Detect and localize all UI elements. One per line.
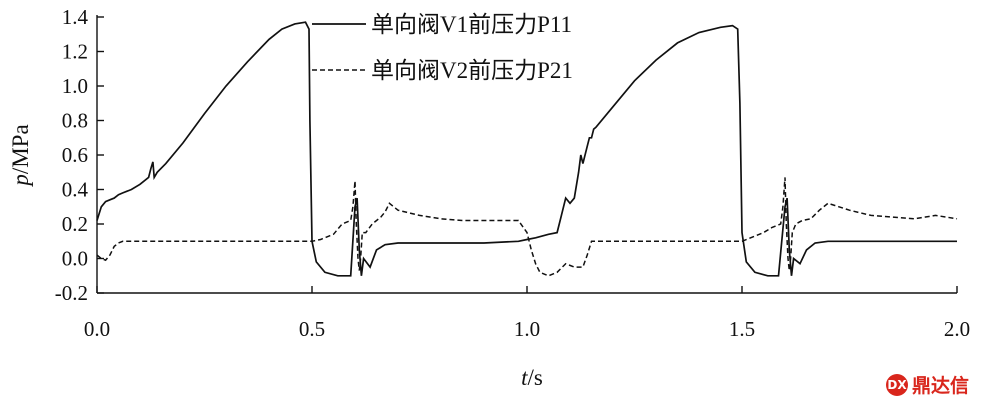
legend: 单向阀V1前压力P11 单向阀V2前压力P21: [312, 12, 573, 83]
x-ticks: 0.0 0.5 1.0 1.5 2.0: [84, 286, 970, 341]
x-axis-label-var: t: [521, 365, 528, 390]
y-axis-label-unit: /MPa: [8, 124, 33, 174]
x-axis-label-unit: /s: [528, 365, 543, 390]
y-tick-label: 1.2: [62, 40, 88, 64]
legend-label-p21: 单向阀V2前压力P21: [371, 58, 573, 83]
x-tick-label: 0.0: [84, 317, 110, 341]
x-tick-label: 1.5: [729, 317, 755, 341]
x-tick-label: 0.5: [299, 317, 325, 341]
y-axis-label-var: p: [8, 174, 33, 188]
y-axis-label: p/MPa: [8, 124, 33, 187]
watermark-text: 鼎达信: [911, 375, 969, 397]
watermark-logo-icon: DX: [885, 373, 908, 396]
y-ticks: -0.2 0.0 0.2 0.4 0.6 0.8 1.0 1.2 1.4: [55, 5, 104, 305]
y-tick-label: 1.4: [62, 5, 89, 29]
y-tick-label: 0.4: [62, 178, 89, 202]
y-tick-label: 1.0: [62, 74, 88, 98]
x-axis-label: t/s: [521, 365, 543, 390]
y-tick-label: 0.8: [62, 109, 88, 133]
series-line-p21: [96, 177, 958, 277]
x-tick-label: 1.0: [514, 317, 540, 341]
watermark: DX 鼎达信: [885, 371, 969, 398]
legend-label-p11: 单向阀V1前压力P11: [371, 12, 572, 37]
y-tick-label: 0.0: [62, 247, 88, 271]
y-tick-label: 0.2: [62, 212, 88, 236]
plot-frame: [96, 15, 957, 294]
series-line-p11: [96, 21, 957, 277]
series-layer: [96, 21, 958, 277]
x-tick-label: 2.0: [944, 317, 970, 341]
y-tick-label: 0.6: [62, 143, 88, 167]
y-tick-label: -0.2: [55, 281, 88, 305]
